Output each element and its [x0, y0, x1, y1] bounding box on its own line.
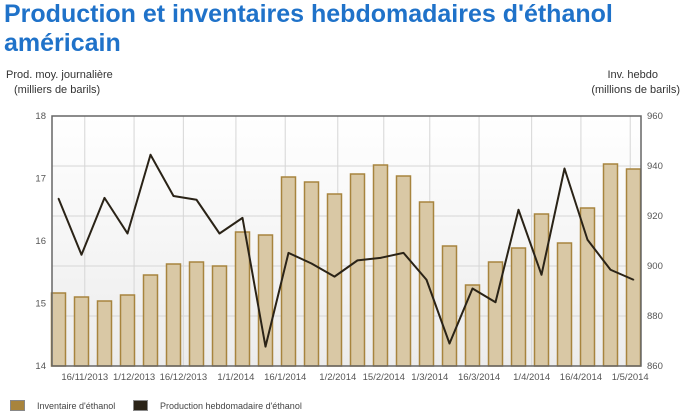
- production-line: [57, 153, 634, 348]
- right-tick-label: 860: [647, 361, 663, 372]
- inventory-bar: [96, 300, 113, 367]
- page-title: Production et inventaires hebdomadaires …: [4, 0, 613, 57]
- inventory-bar: [441, 245, 458, 367]
- production-point: [57, 197, 60, 200]
- legend-label-inventory: Inventaire d'éthanol: [37, 400, 116, 411]
- production-point: [218, 232, 221, 235]
- x-tick-label: 1/2/2014: [319, 372, 356, 383]
- inventory-bar: [119, 294, 136, 367]
- legend-swatch-production: [133, 400, 148, 411]
- production-point: [425, 278, 428, 281]
- production-point: [356, 259, 359, 262]
- production-point: [609, 268, 612, 271]
- x-tick-label: 1/3/2014: [411, 372, 448, 383]
- right-tick-label: 940: [647, 161, 663, 172]
- legend-label-production: Production hebdomadaire d'éthanol: [160, 400, 302, 411]
- plot-area: [52, 116, 641, 366]
- left-tick-label: 16: [35, 236, 46, 247]
- production-point: [241, 217, 244, 219]
- production-point: [287, 252, 290, 254]
- production-point: [172, 195, 175, 197]
- x-tick-label: 16/4/2014: [560, 372, 602, 383]
- production-point: [517, 208, 520, 211]
- production-point: [195, 198, 198, 201]
- inventory-bar: [487, 261, 504, 367]
- x-tick-label: 1/1/2014: [217, 372, 254, 383]
- plot-border: [51, 115, 642, 367]
- left-axis-label-line1: Prod. moy. journalière: [6, 69, 113, 81]
- legend-item-production: Production hebdomadaire d'éthanol: [133, 400, 302, 411]
- left-tick-label: 14: [35, 361, 46, 372]
- inventory-bar: [510, 247, 527, 367]
- inventory-bar: [395, 175, 412, 367]
- production-point: [310, 262, 313, 265]
- inventory-bar: [188, 261, 205, 367]
- x-tick-label: 1/4/2014: [513, 372, 550, 383]
- x-tick-label: 15/2/2014: [363, 372, 405, 383]
- x-tick-label: 1/12/2013: [113, 372, 155, 383]
- production-point: [471, 287, 474, 290]
- inventory-bar: [556, 242, 573, 367]
- legend-item-inventory: Inventaire d'éthanol: [10, 400, 115, 411]
- production-point: [379, 257, 382, 259]
- production-point: [149, 153, 152, 156]
- production-point: [80, 253, 83, 256]
- production-point: [563, 167, 566, 170]
- inventory-bar: [326, 193, 343, 367]
- production-point: [126, 232, 129, 235]
- inventory-bar: [533, 213, 550, 367]
- inventory-bar: [50, 292, 67, 367]
- inventory-bar: [418, 201, 435, 367]
- production-point: [540, 273, 543, 276]
- right-tick-label: 920: [647, 211, 663, 222]
- inventory-bar: [211, 265, 228, 367]
- inventory-bar: [372, 164, 389, 367]
- production-point: [264, 345, 267, 348]
- x-tick-label: 16/12/2013: [160, 372, 208, 383]
- inventory-bar: [625, 168, 642, 367]
- inventory-bar: [579, 207, 596, 367]
- production-point: [448, 342, 451, 345]
- production-point: [494, 301, 497, 304]
- x-tick-label: 16/11/2013: [61, 372, 108, 383]
- left-axis-label-line2: (milliers de barils): [14, 84, 101, 96]
- right-tick-label: 880: [647, 311, 663, 322]
- left-tick-label: 18: [35, 111, 46, 122]
- production-point: [103, 197, 106, 199]
- inventory-bar: [73, 296, 90, 367]
- left-axis-label: Prod. moy. journalière (milliers de baril…: [6, 68, 113, 98]
- x-tick-label: 16/3/2014: [458, 372, 500, 383]
- left-tick-label: 17: [35, 174, 46, 185]
- right-axis-label-line1: Inv. hebdo: [607, 69, 658, 81]
- production-point: [632, 278, 635, 281]
- right-tick-label: 960: [647, 111, 663, 122]
- right-axis-label: Inv. hebdo (millions de barils): [591, 68, 680, 98]
- left-tick-label: 15: [35, 299, 46, 310]
- right-tick-label: 900: [647, 261, 663, 272]
- x-tick-label: 16/1/2014: [264, 372, 306, 383]
- production-point: [586, 238, 589, 241]
- x-tick-label: 1/5/2014: [612, 372, 649, 383]
- inventory-bar: [303, 181, 320, 367]
- legend-swatch-inventory: [10, 400, 25, 411]
- inventory-bar: [349, 173, 366, 367]
- inventory-bar: [142, 274, 159, 367]
- inventory-bar: [464, 284, 481, 367]
- production-point: [402, 252, 405, 254]
- inventory-bar: [165, 263, 182, 367]
- production-point: [333, 275, 336, 278]
- inventory-bar: [234, 231, 251, 367]
- right-axis-label-line2: (millions de barils): [591, 84, 680, 96]
